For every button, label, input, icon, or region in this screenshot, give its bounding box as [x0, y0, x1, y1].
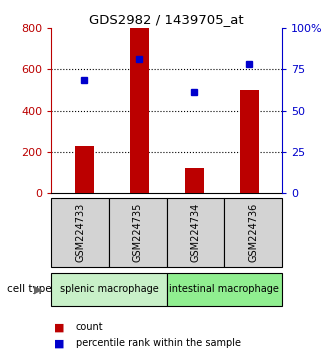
Bar: [184, 168, 204, 193]
Text: GSM224736: GSM224736: [248, 203, 258, 262]
Text: splenic macrophage: splenic macrophage: [59, 284, 158, 295]
Bar: [75, 145, 94, 193]
Text: count: count: [76, 322, 104, 332]
Bar: [129, 28, 149, 193]
Title: GDS2982 / 1439705_at: GDS2982 / 1439705_at: [89, 13, 244, 26]
Text: ▶: ▶: [34, 284, 42, 295]
Text: intestinal macrophage: intestinal macrophage: [170, 284, 279, 295]
Text: cell type: cell type: [7, 284, 51, 295]
Bar: [240, 90, 259, 193]
Text: ■: ■: [54, 338, 65, 348]
Text: GSM224735: GSM224735: [133, 203, 143, 262]
Text: GSM224734: GSM224734: [190, 203, 201, 262]
Text: GSM224733: GSM224733: [75, 203, 85, 262]
Text: ■: ■: [54, 322, 65, 332]
Text: percentile rank within the sample: percentile rank within the sample: [76, 338, 241, 348]
